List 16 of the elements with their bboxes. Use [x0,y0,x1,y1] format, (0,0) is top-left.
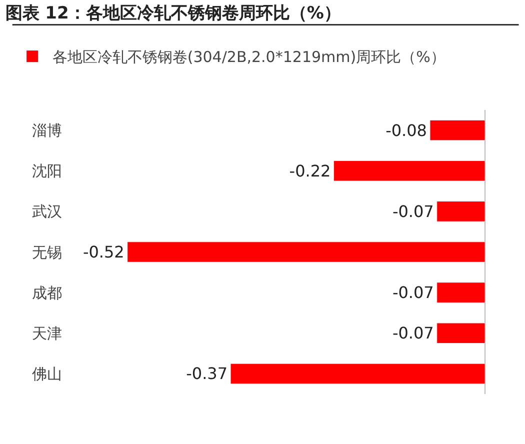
chart-title: 图表 12：各地区冷轧不锈钢卷周环比（%） [5,4,341,24]
y-tick-label: 沈阳 [32,162,62,180]
data-label: -0.52 [82,242,124,262]
data-label: -0.07 [392,202,434,221]
y-tick-label: 武汉 [32,202,62,221]
y-tick-label: 无锡 [32,243,62,262]
data-label: -0.22 [289,161,331,180]
y-tick-label: 成都 [32,284,62,302]
y-tick-label: 天津 [32,324,62,342]
legend-label: 各地区冷轧不锈钢卷(304/2B,2.0*1219mm)周环比（%） [52,48,446,66]
y-tick-label: 佛山 [32,364,62,383]
data-label: -0.07 [392,283,434,302]
data-label: -0.37 [186,364,228,384]
data-label: -0.07 [392,324,434,343]
y-tick-label: 淄博 [32,122,62,140]
data-label: -0.08 [386,120,427,140]
